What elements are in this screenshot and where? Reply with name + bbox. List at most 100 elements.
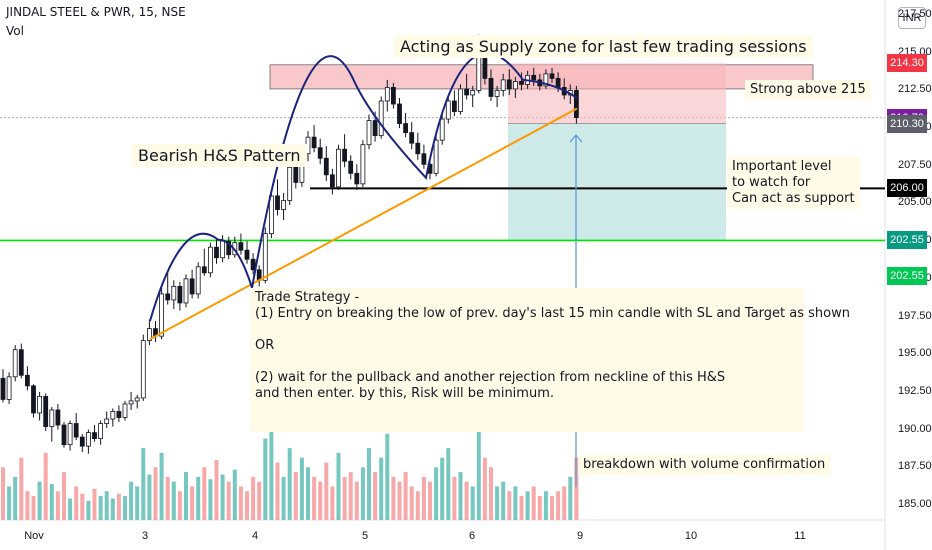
volume-bar [391, 476, 396, 520]
volume-bar [330, 486, 335, 520]
volume-bar [489, 467, 493, 520]
volume-bar [336, 452, 341, 520]
candle [244, 249, 250, 260]
currency-badge[interactable]: INR [898, 7, 926, 29]
volume-bar [37, 481, 42, 520]
volume-bar [464, 481, 469, 520]
candle [384, 87, 390, 102]
volume-bar [196, 476, 201, 520]
x-axis-label: Nov [24, 530, 44, 542]
y-axis-label: 212.50 [898, 83, 932, 96]
candle [317, 147, 323, 159]
candle [92, 432, 97, 440]
volume-bar [165, 476, 170, 520]
price-tag: 210.30 [887, 114, 927, 133]
volume-bar [208, 479, 213, 520]
breakdown-note: breakdown with volume confirmation [578, 455, 831, 475]
y-axis-label: 192.50 [898, 384, 932, 397]
volume-bar [507, 491, 512, 520]
candle [0, 377, 6, 400]
candle [134, 397, 140, 402]
candle [372, 120, 378, 137]
candle [104, 418, 110, 424]
candle [67, 423, 73, 446]
volume-bar [190, 486, 195, 520]
x-axis-label: 5 [361, 530, 369, 542]
candle [433, 139, 439, 174]
volume-bar [318, 481, 323, 520]
volume-bar [324, 462, 329, 520]
candle [49, 409, 55, 427]
candle [12, 349, 18, 378]
volume-bar [348, 472, 353, 520]
candle [366, 120, 372, 146]
volume-bar [562, 486, 567, 520]
candle [165, 293, 171, 301]
candle [488, 77, 494, 97]
candle [177, 285, 183, 304]
x-axis-label: 11 [794, 530, 806, 542]
volume-bar [452, 476, 457, 520]
volume-bar [251, 476, 256, 520]
candle [183, 278, 189, 304]
volume-bar [62, 472, 66, 520]
candle [159, 293, 165, 337]
volume-bar [177, 491, 182, 520]
target-zone [508, 123, 726, 241]
candle [110, 411, 116, 420]
volume-legend: Vol [6, 24, 24, 38]
candle [390, 87, 396, 105]
volume-bar [525, 491, 530, 520]
volume-bar [129, 481, 134, 520]
candle [342, 148, 348, 162]
volume-bar [110, 498, 115, 520]
candle [293, 166, 299, 183]
trade-strategy-note: Trade Strategy - (1) Entry on breaking t… [250, 288, 850, 432]
volume-bar [513, 486, 518, 520]
x-axis-label: 3 [141, 530, 149, 542]
candle [555, 77, 561, 88]
volume-bar [19, 457, 24, 520]
volume-bar [342, 476, 347, 520]
y-axis-label: 197.50 [898, 309, 932, 322]
volume-bar [367, 448, 371, 520]
candle [445, 100, 451, 120]
volume-bar [263, 438, 268, 520]
y-axis-label: 207.50 [898, 158, 932, 171]
candle [214, 246, 219, 259]
volume-bar [214, 460, 219, 520]
volume-bar [159, 452, 164, 520]
candle [323, 157, 329, 176]
candle [262, 233, 268, 281]
volume-bar [7, 486, 12, 520]
volume-bar [476, 405, 481, 520]
volume-bar [458, 472, 463, 520]
candle [37, 396, 42, 414]
x-axis-label: 4 [251, 530, 259, 542]
volume-bar [537, 496, 542, 520]
volume-bar [421, 476, 426, 520]
y-axis-label: 190.00 [898, 422, 932, 435]
volume-bar [434, 467, 439, 520]
volume-bar [147, 474, 152, 520]
trendline [149, 107, 578, 341]
volume-bar [299, 457, 304, 520]
stop-loss-zone [508, 63, 726, 124]
volume-bar [245, 491, 249, 520]
candle [6, 376, 12, 400]
candle [55, 409, 61, 426]
candle [421, 153, 427, 165]
candle [128, 400, 134, 405]
candle [451, 100, 457, 112]
volume-bar [74, 486, 79, 520]
candle [116, 411, 122, 418]
candle [470, 90, 476, 96]
volume-bar [269, 419, 274, 520]
volume-bar [312, 476, 317, 520]
candle [24, 374, 30, 387]
volume-bar [226, 481, 231, 520]
candle [409, 132, 415, 144]
candle [201, 266, 207, 274]
